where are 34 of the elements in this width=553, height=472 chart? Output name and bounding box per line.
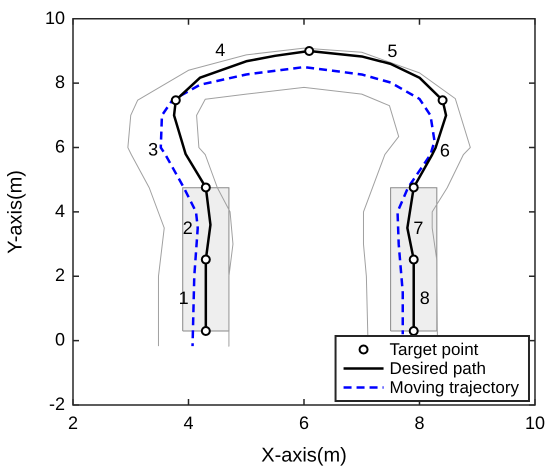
- annotation: 3: [148, 140, 158, 160]
- y-axis-title: Y-axis(m): [4, 170, 27, 254]
- annotation: 8: [420, 288, 430, 308]
- x-axis-title: X-axis(m): [261, 444, 347, 467]
- x-tick-label: 2: [68, 412, 78, 433]
- legend-label: Target point: [390, 340, 479, 360]
- point: [438, 95, 448, 106]
- point: [200, 182, 211, 192]
- point: [304, 46, 314, 56]
- point: [200, 326, 211, 336]
- x-tick-label: 10: [524, 412, 546, 433]
- y-tick-label: 2: [54, 265, 65, 286]
- y-tick-label: -2: [48, 394, 65, 414]
- annotation: 7: [413, 218, 424, 238]
- point: [170, 95, 181, 106]
- x-tick-label: 4: [183, 412, 194, 433]
- point: [408, 326, 419, 336]
- y-tick-label: 10: [44, 8, 65, 28]
- point: [408, 182, 419, 192]
- annotation: 2: [182, 218, 193, 238]
- y-tick-label: 0: [54, 330, 65, 350]
- annotation: 5: [387, 41, 398, 62]
- y-tick-label: 6: [54, 136, 65, 156]
- x-tick-label: 6: [298, 412, 309, 433]
- point: [408, 254, 419, 265]
- annotation: 6: [440, 140, 450, 160]
- y-tick-label: 8: [54, 72, 65, 92]
- point: [200, 254, 211, 265]
- legend-label: Moving trajectory: [390, 378, 520, 398]
- annotation: 1: [178, 288, 189, 308]
- y-tick-label: 4: [54, 200, 65, 221]
- annotation: 4: [215, 40, 226, 60]
- x-tick-label: 8: [414, 412, 424, 433]
- legend-label: Desired path: [390, 359, 486, 378]
